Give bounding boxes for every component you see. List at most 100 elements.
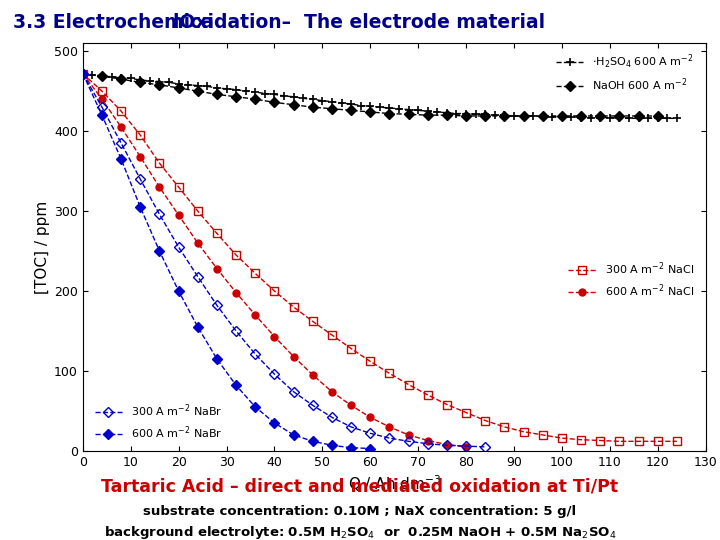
$\cdot$H$_2$SO$_4$ 600 A m$^{-2}$ [663, 115, 672, 122]
Line: 300 A m$^{-2}$ NaCl: 300 A m$^{-2}$ NaCl [78, 70, 681, 446]
600 A m$^{-2}$ NaBr [347, 444, 356, 451]
600 A m$^{-2}$ NaBr [136, 204, 145, 210]
NaOH 600 A m$^{-2}$ [117, 76, 125, 83]
NaOH 600 A m$^{-2}$ [577, 113, 585, 119]
300 A m$^{-2}$ NaBr [443, 442, 451, 449]
600 A m$^{-2}$ NaBr [78, 70, 87, 77]
600 A m$^{-2}$ NaCl [443, 441, 451, 448]
NaOH 600 A m$^{-2}$ [98, 73, 107, 79]
600 A m$^{-2}$ NaBr [328, 442, 336, 449]
$\cdot$H$_2$SO$_4$ 600 A m$^{-2}$ [261, 90, 269, 97]
300 A m$^{-2}$ NaCl [98, 88, 107, 94]
300 A m$^{-2}$ NaCl [577, 436, 585, 443]
300 A m$^{-2}$ NaBr [251, 351, 260, 357]
600 A m$^{-2}$ NaBr [117, 156, 125, 163]
300 A m$^{-2}$ NaCl [672, 438, 681, 444]
NaOH 600 A m$^{-2}$ [385, 110, 394, 117]
300 A m$^{-2}$ NaBr [462, 443, 470, 449]
Text: substrate concentration: 0.10M ; NaX concentration: 5 g/l: substrate concentration: 0.10M ; NaX con… [143, 505, 577, 518]
NaOH 600 A m$^{-2}$ [519, 113, 528, 119]
NaOH 600 A m$^{-2}$ [328, 105, 336, 112]
300 A m$^{-2}$ NaCl [443, 401, 451, 408]
$\cdot$H$_2$SO$_4$ 600 A m$^{-2}$ [78, 70, 87, 77]
300 A m$^{-2}$ NaBr [308, 402, 317, 409]
NaOH 600 A m$^{-2}$ [634, 113, 643, 119]
300 A m$^{-2}$ NaBr [78, 70, 87, 77]
NaOH 600 A m$^{-2}$ [136, 79, 145, 86]
300 A m$^{-2}$ NaBr [136, 176, 145, 183]
$\cdot$H$_2$SO$_4$ 600 A m$^{-2}$ [615, 115, 624, 122]
300 A m$^{-2}$ NaCl [78, 70, 87, 77]
600 A m$^{-2}$ NaCl [98, 96, 107, 103]
600 A m$^{-2}$ NaCl [232, 289, 240, 296]
NaOH 600 A m$^{-2}$ [539, 113, 547, 119]
600 A m$^{-2}$ NaBr [194, 324, 202, 330]
300 A m$^{-2}$ NaCl [557, 435, 566, 441]
NaOH 600 A m$^{-2}$ [615, 113, 624, 119]
600 A m$^{-2}$ NaCl [194, 240, 202, 246]
NaOH 600 A m$^{-2}$ [557, 113, 566, 119]
300 A m$^{-2}$ NaBr [423, 441, 432, 447]
600 A m$^{-2}$ NaBr [251, 404, 260, 410]
300 A m$^{-2}$ NaBr [404, 438, 413, 444]
600 A m$^{-2}$ NaBr [270, 420, 279, 426]
$\cdot$H$_2$SO$_4$ 600 A m$^{-2}$ [490, 112, 499, 118]
300 A m$^{-2}$ NaCl [596, 437, 605, 444]
300 A m$^{-2}$ NaCl [615, 438, 624, 444]
300 A m$^{-2}$ NaCl [212, 230, 221, 237]
600 A m$^{-2}$ NaBr [98, 112, 107, 118]
NaOH 600 A m$^{-2}$ [481, 113, 490, 119]
600 A m$^{-2}$ NaBr [232, 382, 240, 389]
600 A m$^{-2}$ NaCl [385, 424, 394, 430]
$\cdot$H$_2$SO$_4$ 600 A m$^{-2}$ [356, 102, 365, 109]
600 A m$^{-2}$ NaBr [174, 288, 183, 294]
300 A m$^{-2}$ NaCl [155, 160, 163, 166]
600 A m$^{-2}$ NaCl [136, 153, 145, 160]
600 A m$^{-2}$ NaBr [289, 431, 298, 438]
Line: 600 A m$^{-2}$ NaBr: 600 A m$^{-2}$ NaBr [79, 70, 374, 452]
300 A m$^{-2}$ NaCl [270, 288, 279, 294]
NaOH 600 A m$^{-2}$ [194, 88, 202, 94]
300 A m$^{-2}$ NaCl [385, 370, 394, 376]
300 A m$^{-2}$ NaBr [174, 244, 183, 251]
600 A m$^{-2}$ NaCl [423, 437, 432, 444]
600 A m$^{-2}$ NaCl [78, 70, 87, 77]
300 A m$^{-2}$ NaCl [481, 417, 490, 424]
600 A m$^{-2}$ NaCl [155, 184, 163, 190]
NaOH 600 A m$^{-2}$ [232, 93, 240, 100]
NaOH 600 A m$^{-2}$ [423, 112, 432, 118]
Legend: 300 A m$^{-2}$ NaBr, 600 A m$^{-2}$ NaBr: 300 A m$^{-2}$ NaBr, 600 A m$^{-2}$ NaBr [94, 402, 222, 441]
NaOH 600 A m$^{-2}$ [174, 85, 183, 91]
600 A m$^{-2}$ NaBr [366, 446, 374, 452]
300 A m$^{-2}$ NaBr [328, 414, 336, 421]
300 A m$^{-2}$ NaCl [328, 332, 336, 338]
600 A m$^{-2}$ NaBr [308, 438, 317, 444]
600 A m$^{-2}$ NaCl [462, 444, 470, 450]
600 A m$^{-2}$ NaCl [328, 388, 336, 395]
300 A m$^{-2}$ NaBr [155, 211, 163, 218]
NaOH 600 A m$^{-2}$ [308, 104, 317, 110]
300 A m$^{-2}$ NaCl [366, 358, 374, 365]
600 A m$^{-2}$ NaCl [366, 414, 374, 421]
Line: 600 A m$^{-2}$ NaCl: 600 A m$^{-2}$ NaCl [79, 70, 469, 450]
300 A m$^{-2}$ NaBr [385, 435, 394, 441]
600 A m$^{-2}$ NaCl [347, 402, 356, 409]
300 A m$^{-2}$ NaBr [232, 328, 240, 334]
300 A m$^{-2}$ NaBr [366, 430, 374, 436]
NaOH 600 A m$^{-2}$ [347, 107, 356, 113]
NaOH 600 A m$^{-2}$ [155, 82, 163, 88]
600 A m$^{-2}$ NaCl [174, 212, 183, 218]
300 A m$^{-2}$ NaBr [212, 302, 221, 309]
300 A m$^{-2}$ NaBr [270, 371, 279, 377]
300 A m$^{-2}$ NaCl [289, 304, 298, 310]
$\cdot$H$_2$SO$_4$ 600 A m$^{-2}$ [672, 115, 681, 122]
Line: $\cdot$H$_2$SO$_4$ 600 A m$^{-2}$: $\cdot$H$_2$SO$_4$ 600 A m$^{-2}$ [78, 70, 681, 123]
NaOH 600 A m$^{-2}$ [289, 102, 298, 108]
NaOH 600 A m$^{-2}$ [443, 112, 451, 118]
300 A m$^{-2}$ NaCl [232, 252, 240, 258]
300 A m$^{-2}$ NaCl [519, 428, 528, 435]
600 A m$^{-2}$ NaCl [117, 124, 125, 130]
$\cdot$H$_2$SO$_4$ 600 A m$^{-2}$ [376, 104, 384, 110]
600 A m$^{-2}$ NaCl [404, 431, 413, 438]
600 A m$^{-2}$ NaCl [270, 333, 279, 340]
